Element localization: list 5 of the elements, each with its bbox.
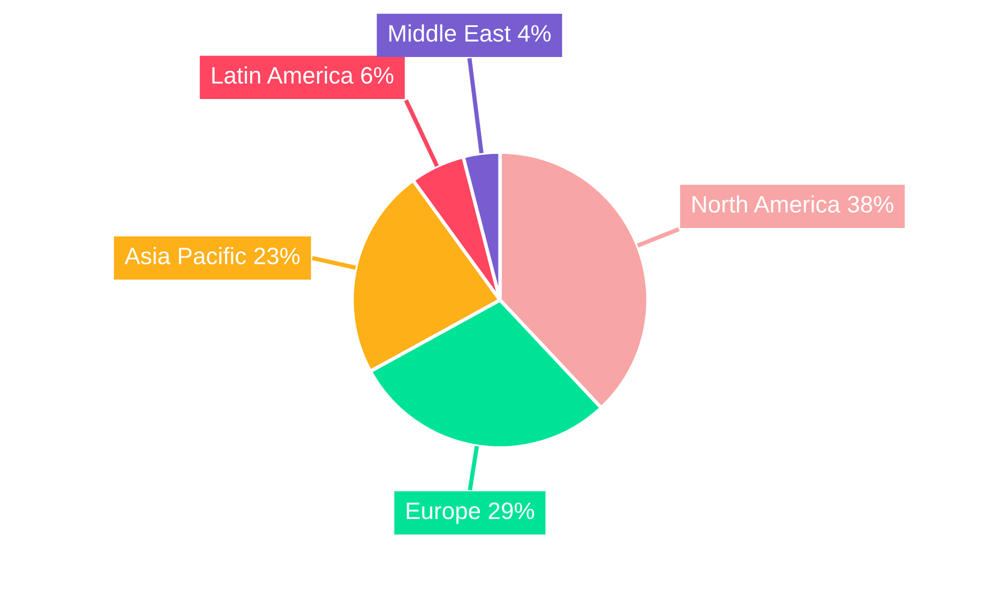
slice-label: North America 38% [692,195,894,213]
slice-label: Latin America 6% [212,66,394,84]
slice-label: Europe 29% [406,502,534,524]
slice-label: Middle East 4% [389,24,551,42]
slice-label: Asia Pacific 23% [124,247,300,264]
